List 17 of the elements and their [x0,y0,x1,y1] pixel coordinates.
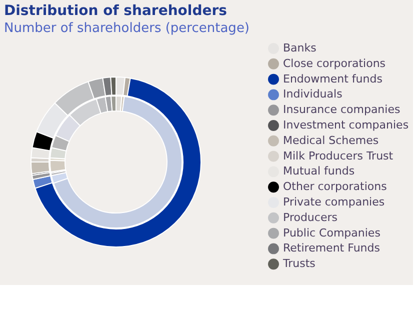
legend-label: Other corporations [283,180,388,194]
chart-subtitle: Number of shareholders (percentage) [4,21,250,36]
legend-label: Investment companies [283,118,409,132]
legend-label: Public Companies [283,226,381,240]
legend-label: Individuals [283,88,343,101]
legend-label: Milk Producers Trust [283,149,394,162]
legend-label: Trusts [282,257,316,270]
legend-label: Retirement Funds [283,242,380,255]
legend-label: Medical Schemes [283,134,379,147]
chart-title: Distribution of shareholders [4,3,227,19]
legend-label: Insurance companies [283,103,400,116]
legend-label: Endowment funds [283,72,383,86]
legend-label: Private companies [283,196,385,208]
legend-label: Producers [283,210,338,224]
legend-label: Mutual funds [283,164,355,178]
legend-label: Close corporations [283,56,386,70]
legend-label: Banks [283,42,317,54]
